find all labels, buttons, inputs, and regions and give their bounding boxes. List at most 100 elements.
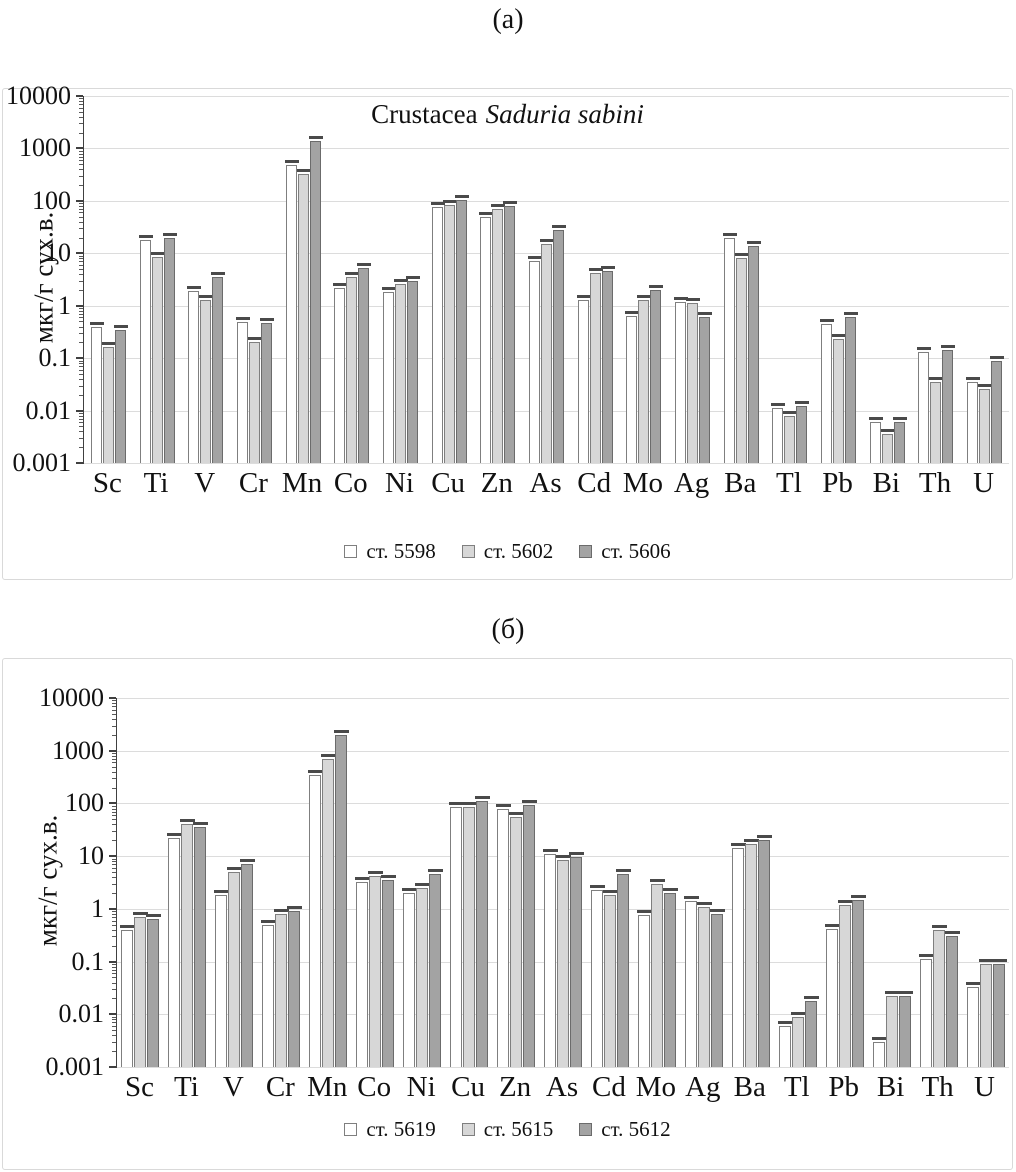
category-label: Mo: [622, 467, 663, 499]
error-bar-cap: [698, 312, 713, 316]
error-bar-cap: [588, 267, 603, 272]
y-axis-minor-tick: [79, 280, 83, 282]
y-axis-minor-tick: [79, 164, 83, 166]
error-bar-cap: [333, 282, 348, 287]
error-bar-cap: [167, 833, 183, 837]
bar-Cd-s2: [589, 272, 601, 463]
y-axis-minor-tick: [112, 892, 116, 894]
bar-Ti-s1: [139, 239, 151, 463]
y-axis-minor-tick: [79, 237, 83, 239]
error-bar-cap: [540, 239, 554, 243]
bar-Th-s1: [918, 352, 930, 463]
legend-label: ст. 5598: [366, 539, 436, 563]
bar-Pb-s3: [845, 317, 857, 463]
error-bar-cap: [479, 211, 494, 216]
bar-Sc-s2: [102, 347, 114, 463]
y-axis-minor-tick: [79, 150, 83, 152]
bar-Th-s1: [919, 959, 932, 1067]
category-label: Sc: [124, 1071, 154, 1103]
y-axis-minor-tick: [79, 132, 83, 134]
error-bar-cap: [771, 403, 786, 407]
category-label: Ag: [673, 467, 710, 499]
y-axis-minor-tick: [79, 333, 83, 335]
category-label: Pb: [822, 467, 853, 499]
y-axis-minor-tick: [112, 819, 116, 821]
y-axis-minor-tick: [79, 360, 83, 362]
y-axis-minor-tick: [112, 1035, 116, 1037]
legend-label: ст. 5619: [366, 1117, 436, 1141]
y-axis-minor-tick: [79, 342, 83, 344]
y-axis-minor-tick: [112, 977, 116, 979]
category-label: Ba: [724, 467, 757, 499]
error-bar-cap: [405, 276, 420, 280]
y-axis-minor-tick: [79, 289, 83, 291]
y-axis-minor-tick: [112, 758, 116, 760]
error-bar-cap: [430, 201, 445, 206]
error-bar-cap: [552, 224, 566, 229]
error-bar-cap: [600, 265, 615, 270]
category-label: Co: [333, 467, 368, 499]
bar-Pb-s2: [833, 339, 845, 463]
error-bar-cap: [89, 321, 104, 326]
bar-U-s2: [979, 388, 991, 463]
y-axis-major-tick: [109, 1066, 116, 1068]
bar-Tl-s1: [778, 1025, 791, 1067]
error-bar-cap: [649, 878, 665, 883]
legend-label: ст. 5612: [601, 1117, 671, 1141]
error-bar-cap: [475, 796, 491, 800]
error-bar-cap: [978, 958, 994, 963]
bar-Ti-s3: [194, 827, 207, 1067]
bar-Bi-s3: [898, 996, 911, 1067]
y-axis-minor-tick: [79, 418, 83, 420]
bar-Cu-s1: [431, 206, 443, 463]
y-axis-minor-tick: [79, 426, 83, 428]
y-axis-minor-tick: [79, 274, 83, 276]
bar-Cd-s1: [577, 299, 589, 463]
error-bar-cap: [944, 931, 960, 935]
error-bar-cap: [783, 410, 798, 415]
error-bar-cap: [491, 203, 506, 208]
error-bar-cap: [503, 200, 518, 205]
error-bar-cap: [824, 923, 840, 928]
error-bar-cap: [180, 819, 196, 823]
error-bar-cap: [803, 995, 819, 1000]
y-axis-minor-tick: [79, 169, 83, 171]
y-axis-major-tick: [109, 749, 116, 752]
bar-Sc-s3: [114, 329, 126, 463]
error-bar-cap: [355, 877, 371, 881]
error-bar-cap: [777, 1020, 793, 1025]
bar-Ti-s2: [151, 257, 163, 463]
error-bar-cap: [113, 324, 128, 329]
y-axis-minor-tick: [79, 308, 83, 310]
y-axis-minor-tick: [112, 830, 116, 832]
legend-swatch: [461, 545, 475, 558]
bar-Mo-s3: [650, 289, 662, 463]
y-axis-minor-tick: [112, 1022, 116, 1024]
bar-Sc-s1: [90, 326, 102, 463]
category-label: Mn: [281, 467, 323, 499]
bar-Ni-s3: [429, 874, 442, 1067]
error-bar-cap: [428, 869, 444, 873]
bar-As-s1: [544, 853, 556, 1067]
error-bar-cap: [133, 912, 149, 916]
bar-Mn-s2: [322, 758, 335, 1067]
bar-Tl-s3: [796, 406, 808, 463]
y-tick-label: 0.1: [38, 343, 72, 373]
error-bar-cap: [393, 278, 408, 283]
legend-label: ст. 5606: [601, 539, 671, 563]
bar-Mn-s1: [285, 165, 297, 463]
y-axis-minor-tick: [79, 269, 83, 271]
bar-Ba-s3: [747, 245, 759, 463]
error-bar-cap: [381, 875, 397, 879]
y-axis-minor-tick: [112, 787, 116, 789]
bar-Cd-s2: [603, 895, 616, 1067]
bar-Ba-s2: [735, 258, 747, 463]
category-label: Pb: [828, 1071, 859, 1103]
y-tick-label: 10000: [39, 683, 104, 712]
error-bar-cap: [345, 272, 360, 276]
category-label: Bi: [872, 467, 900, 499]
category-label: As: [529, 467, 562, 499]
bar-Cu-s2: [463, 807, 476, 1067]
y-axis-minor-tick: [112, 929, 116, 931]
category-label: Cu: [431, 467, 466, 499]
